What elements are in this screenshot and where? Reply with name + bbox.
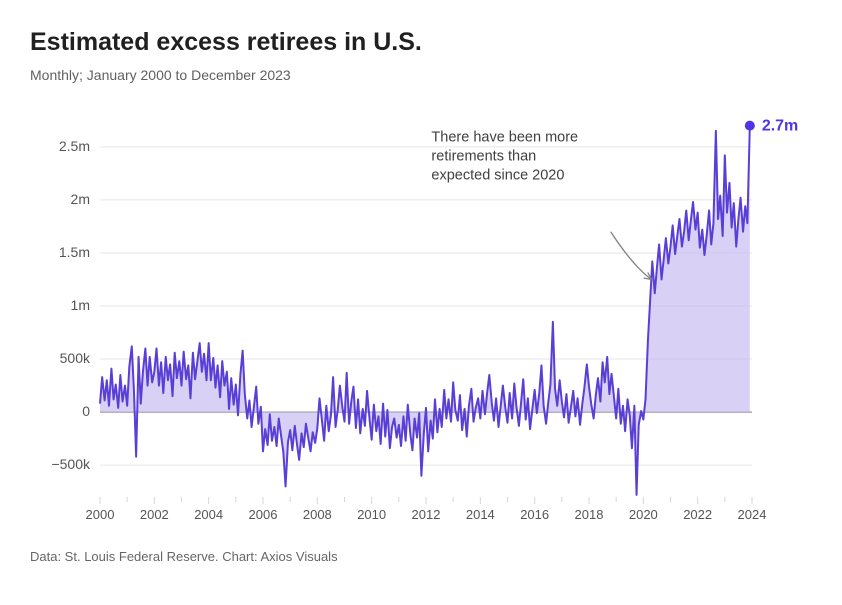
annotation-text: retirements than <box>431 149 536 165</box>
annotation-arrow <box>611 232 652 280</box>
x-axis-label: 2002 <box>140 507 169 522</box>
x-axis-label: 2016 <box>520 507 549 522</box>
chart-subtitle: Monthly; January 2000 to December 2023 <box>30 67 812 83</box>
y-axis-label: 1m <box>71 297 90 313</box>
x-axis-label: 2010 <box>357 507 386 522</box>
y-axis-label: 1.5m <box>59 244 90 260</box>
chart-container: −500k 0 500k 1m 1.5m 2m 2.5m 2000 2002 2004 2006 20… <box>30 105 812 535</box>
end-label: 2.7m <box>762 118 798 135</box>
x-axis-label: 2024 <box>738 507 767 522</box>
x-axis-label: 2006 <box>249 507 278 522</box>
y-axis-label: 0 <box>82 403 90 419</box>
chart-footer: Data: St. Louis Federal Reserve. Chart: … <box>30 549 812 564</box>
x-axis-label: 2020 <box>629 507 658 522</box>
x-axis-label: 2018 <box>575 507 604 522</box>
y-axis-label: 2m <box>71 191 90 207</box>
area-chart: −500k 0 500k 1m 1.5m 2m 2.5m 2000 2002 2004 2006 20… <box>30 105 812 535</box>
end-marker <box>745 121 755 131</box>
x-axis-label: 2022 <box>683 507 712 522</box>
y-axis-label: 2.5m <box>59 138 90 154</box>
y-axis-label: −500k <box>51 456 91 472</box>
x-axis-label: 2008 <box>303 507 332 522</box>
annotation-text: expected since 2020 <box>431 168 564 184</box>
x-axis-label: 2004 <box>194 507 223 522</box>
chart-title: Estimated excess retirees in U.S. <box>30 28 812 57</box>
x-axis-label: 2014 <box>466 507 495 522</box>
series-area <box>100 126 750 495</box>
x-axis-label: 2012 <box>412 507 441 522</box>
x-axis-label: 2000 <box>86 507 115 522</box>
annotation-text: There have been more <box>431 130 578 146</box>
y-axis-label: 500k <box>60 350 91 366</box>
